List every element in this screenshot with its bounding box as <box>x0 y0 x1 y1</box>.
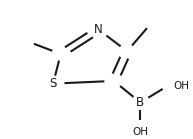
Text: OH: OH <box>132 127 148 137</box>
Text: N: N <box>94 23 103 36</box>
Text: B: B <box>136 96 144 109</box>
Text: OH: OH <box>174 81 190 91</box>
Text: S: S <box>49 77 57 90</box>
